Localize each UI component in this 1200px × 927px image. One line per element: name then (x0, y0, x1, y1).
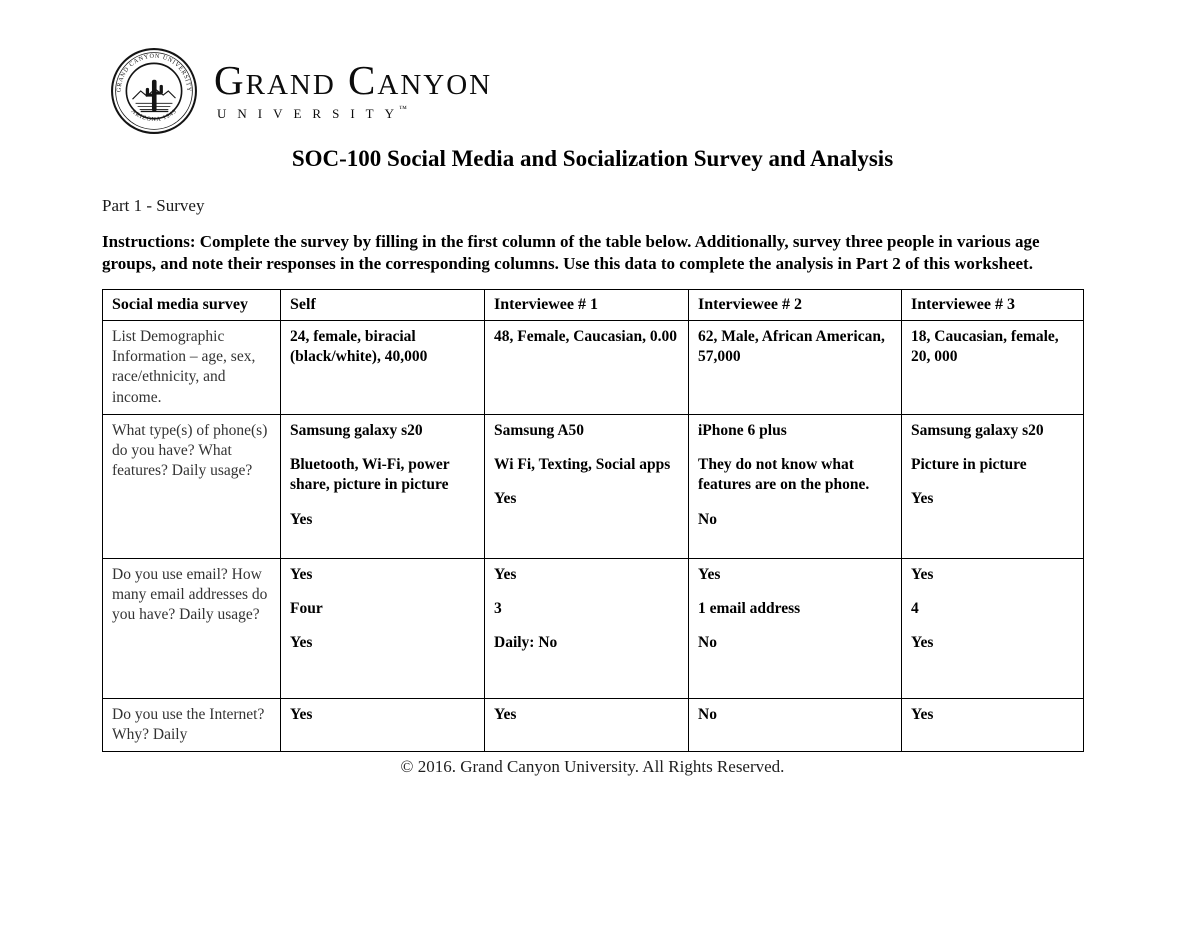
gcu-seal-icon: GRAND CANYON UNIVERSITY ARIZONA 1949 (111, 48, 197, 134)
answer-line: No (698, 706, 717, 724)
question-cell: Do you use the Internet? Why? Daily (102, 698, 281, 753)
trademark-symbol: ™ (399, 104, 407, 113)
answer-cell: Yes Four Yes (280, 558, 485, 700)
answer-line: Bluetooth, Wi-Fi, power share, picture i… (290, 456, 450, 494)
answer-line: Yes (698, 566, 721, 584)
answer-line: Picture in picture (911, 456, 1027, 474)
table-row: Do you use email? How many email address… (102, 558, 1084, 700)
column-header: Interviewee # 1 (484, 289, 689, 322)
answer-line: 1 email address (698, 600, 801, 618)
table-row: Do you use the Internet? Why? Daily Yes Ye… (102, 698, 1084, 753)
answer-cell: Yes (484, 698, 689, 753)
answer-line: No (698, 634, 717, 652)
gcu-logo: GRAND CANYON UNIVERSITY ARIZONA 1949 Gra… (110, 0, 1083, 138)
answer-line: iPhone 6 plus (698, 422, 787, 440)
answer-cell: Samsung galaxy s20 Picture in picture Yes (901, 414, 1084, 560)
column-header: Interviewee # 3 (901, 289, 1084, 322)
question-cell: What type(s) of phone(s) do you have? Wh… (102, 414, 281, 560)
answer-line: Yes (911, 706, 934, 724)
instructions-paragraph: Instructions: Complete the survey by fil… (102, 232, 1040, 273)
answer-cell: Samsung galaxy s20 Bluetooth, Wi-Fi, powe… (280, 414, 485, 560)
question-cell: Do you use email? How many email address… (102, 558, 281, 700)
column-header: Social media survey (102, 289, 281, 322)
answer-line: Four (290, 600, 323, 618)
answer-line: Daily: No (494, 634, 558, 652)
column-header: Self (280, 289, 485, 322)
column-header: Interviewee # 2 (688, 289, 902, 322)
answer-line: 62, Male, African American, 57,000 (698, 328, 885, 366)
answer-line: No (698, 510, 717, 528)
answer-cell: 18, Caucasian, female, 20, 000 (901, 320, 1084, 416)
gcu-wordmark-university: UNIVERSITY ™ (217, 104, 407, 121)
part-label: Part 1 - Survey (102, 196, 205, 215)
answer-cell: Yes (901, 698, 1084, 753)
gcu-wordmark-name: Grand Canyon (214, 57, 493, 103)
answer-cell: Yes (280, 698, 485, 753)
answer-line: Yes (290, 706, 313, 724)
answer-cell: Yes 4 Yes (901, 558, 1084, 700)
answer-line: Yes (290, 634, 313, 652)
answer-line: They do not know what features are on th… (698, 456, 870, 494)
answer-cell: Yes 3 Daily: No (484, 558, 689, 700)
footer-copyright: © 2016. Grand Canyon University. All Rig… (400, 757, 785, 777)
page-title: SOC-100 Social Media and Socialization S… (291, 146, 894, 171)
answer-line: Yes (290, 566, 313, 584)
answer-cell: iPhone 6 plus They do not know what featu… (688, 414, 902, 560)
table-header-row: Social media survey Self Interviewee # 1 In… (102, 289, 1084, 322)
answer-line: 48, Female, Caucasian, 0.00 (494, 328, 677, 346)
survey-table: Social media survey Self Interviewee # 1 In… (102, 289, 1084, 753)
answer-cell: 24, female, biracial (black/white), 40,0… (280, 320, 485, 416)
answer-line: 24, female, biracial (black/white), 40,0… (290, 328, 428, 366)
answer-cell: No (688, 698, 902, 753)
answer-line: 18, Caucasian, female, 20, 000 (911, 328, 1059, 366)
answer-line: Wi Fi, Texting, Social apps (494, 456, 671, 474)
answer-line: Yes (911, 490, 934, 508)
answer-cell: Yes 1 email address No (688, 558, 902, 700)
answer-line: Yes (494, 490, 517, 508)
answer-line: 4 (911, 600, 919, 618)
answer-cell: 62, Male, African American, 57,000 (688, 320, 902, 416)
answer-line: Yes (911, 566, 934, 584)
answer-cell: Samsung A50 Wi Fi, Texting, Social apps Ye… (484, 414, 689, 560)
question-cell: List Demographic Information – age, sex,… (102, 320, 281, 416)
answer-line: Samsung galaxy s20 (290, 422, 423, 440)
answer-cell: 48, Female, Caucasian, 0.00 (484, 320, 689, 416)
answer-line: Yes (911, 634, 934, 652)
answer-line: 3 (494, 600, 502, 618)
table-row: List Demographic Information – age, sex,… (102, 320, 1084, 416)
answer-line: Samsung A50 (494, 422, 585, 440)
gcu-wordmark: Grand Canyon UNIVERSITY ™ (214, 60, 492, 122)
table-row: What type(s) of phone(s) do you have? Wh… (102, 414, 1084, 560)
table-body: List Demographic Information – age, sex,… (102, 320, 1084, 753)
answer-line: Yes (494, 706, 517, 724)
answer-line: Yes (494, 566, 517, 584)
answer-line: Yes (290, 510, 313, 528)
answer-line: Samsung galaxy s20 (911, 422, 1044, 440)
